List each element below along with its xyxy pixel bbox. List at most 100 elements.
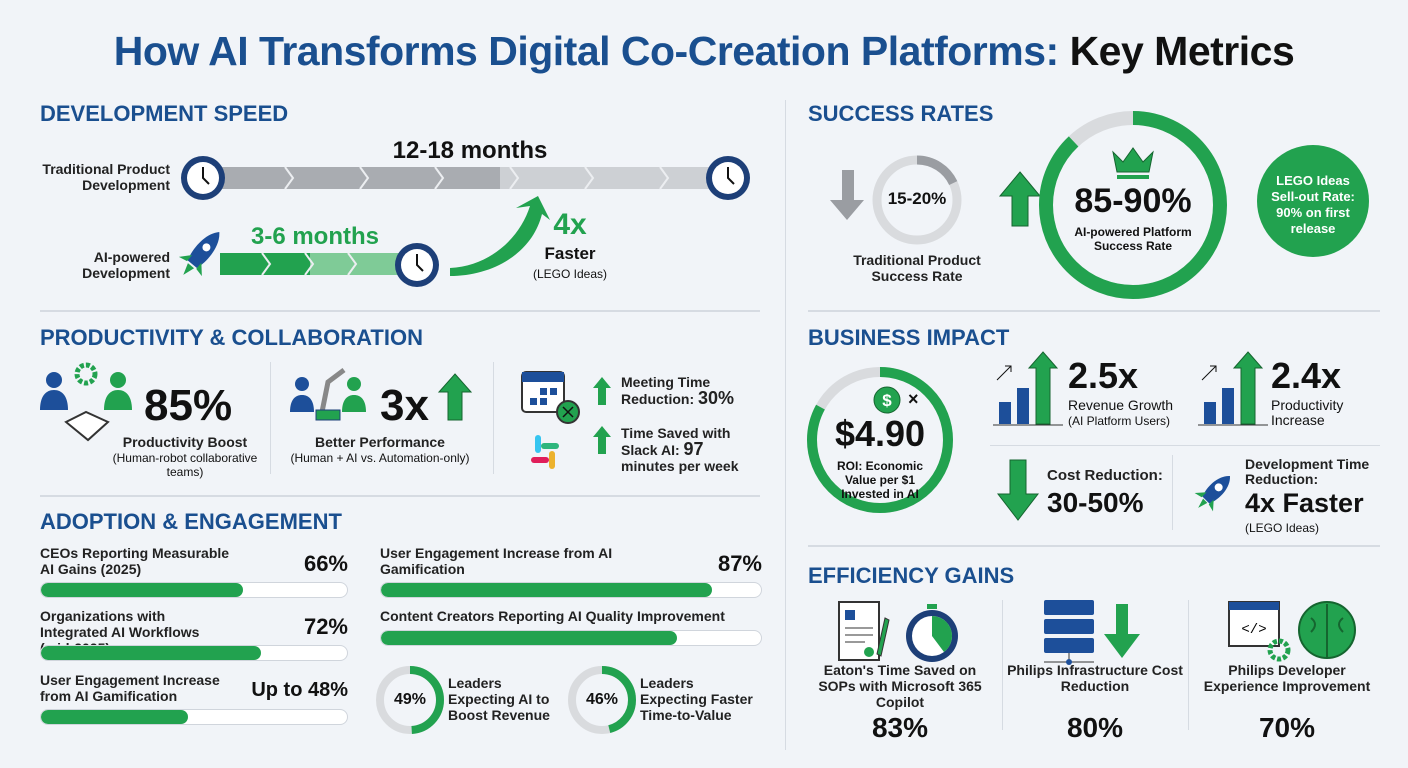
progress-bar xyxy=(40,709,348,725)
meeting-time-value: 30% xyxy=(698,388,735,408)
server-down-icon xyxy=(1044,600,1140,665)
code-window-icon: </> xyxy=(1228,601,1291,662)
bar-value: 66% xyxy=(303,551,348,576)
column-divider xyxy=(785,100,786,750)
slack-time-unit: minutes per week xyxy=(621,458,739,474)
team-handshake-icon xyxy=(40,362,132,442)
clock-icon xyxy=(706,156,750,200)
productivity-increase-label: Productivity Increase xyxy=(1271,397,1344,428)
progress-bar xyxy=(40,582,348,598)
divider xyxy=(808,310,1380,312)
speedup-source: (LEGO Ideas) xyxy=(532,267,608,281)
donut-value: 49% xyxy=(393,691,427,708)
traditional-ring xyxy=(872,155,962,245)
efficiency-value: 80% xyxy=(1066,712,1124,743)
slack-time-label: Time Saved with Slack AI: 97 minutes per… xyxy=(621,425,761,474)
traditional-bar xyxy=(220,166,710,190)
meeting-time-label: Meeting Time Reduction: 30% xyxy=(621,374,761,407)
donut-ring xyxy=(567,665,637,735)
up-arrow-icon xyxy=(593,426,611,454)
progress-fill xyxy=(41,583,243,597)
performance-label: Better Performance xyxy=(315,434,445,450)
roi-ring: $ xyxy=(807,367,953,513)
svg-text:$: $ xyxy=(882,391,892,410)
traditional-success-value: 15-20% xyxy=(887,189,947,208)
divider xyxy=(40,310,760,312)
slack-icon xyxy=(531,435,559,469)
donut-ring xyxy=(375,665,445,735)
calendar-icon xyxy=(521,371,580,424)
bar-value: Up to 48% xyxy=(251,679,348,701)
down-arrow-icon xyxy=(1104,604,1140,658)
speedup-label: Faster xyxy=(544,244,596,263)
calendar-slack-icons xyxy=(521,371,580,469)
section-heading-efficiency: EFFICIENCY GAINS xyxy=(808,563,1015,588)
roi-multiplier: × xyxy=(908,389,919,409)
server-icon xyxy=(1044,600,1094,665)
productivity-increase-value: 2.4x xyxy=(1271,355,1342,396)
brain-icon xyxy=(1298,601,1356,659)
speedup-value: 4x xyxy=(553,208,587,241)
dev-time-sub: (LEGO Ideas) xyxy=(1245,521,1320,535)
bar-value: 87% xyxy=(717,551,762,576)
bar-value: 72% xyxy=(303,614,348,639)
efficiency-value: 70% xyxy=(1258,712,1316,743)
progress-fill xyxy=(381,583,712,597)
bar-label: CEOs Reporting Measurable AI Gains (2025… xyxy=(40,545,230,577)
progress-bar xyxy=(40,645,348,661)
svg-text:</>: </> xyxy=(1241,622,1266,638)
timeline-graphic xyxy=(178,156,750,287)
revenue-growth-chart-icon xyxy=(993,351,1063,426)
section-heading-productivity: PRODUCTIVITY & COLLABORATION xyxy=(40,325,423,350)
progress-fill xyxy=(381,631,678,645)
up-arrow-icon xyxy=(437,373,473,421)
productivity-boost-value: 85% xyxy=(144,381,233,430)
curved-arrow-icon xyxy=(450,196,550,276)
roi-value: $4.90 xyxy=(834,413,926,454)
efficiency-value: 83% xyxy=(871,712,929,743)
up-arrow-icon xyxy=(593,377,611,405)
robot-arm-team-icon xyxy=(290,368,366,421)
clock-icon xyxy=(395,243,439,287)
lego-callout-bubble: LEGO Ideas Sell-out Rate: 90% on first r… xyxy=(1257,145,1369,257)
divider xyxy=(808,545,1380,547)
traditional-label: Traditional Product Development xyxy=(42,161,170,193)
section-heading-development-speed: DEVELOPMENT SPEED xyxy=(40,101,289,126)
divider xyxy=(40,495,760,497)
page-title: How AI Transforms Digital Co-Creation Pl… xyxy=(0,28,1408,75)
efficiency-label: Philips Developer Experience Improvement xyxy=(1203,662,1371,694)
slack-time-value: 97 xyxy=(683,439,704,459)
stopwatch-icon xyxy=(906,604,958,662)
progress-bar xyxy=(380,630,762,646)
efficiency-label: Philips Infrastructure Cost Reduction xyxy=(1007,662,1183,694)
slack-time-text: Time Saved with Slack AI: xyxy=(621,425,731,458)
dev-time-label: Development Time Reduction: xyxy=(1245,456,1370,487)
divider xyxy=(1002,600,1003,730)
up-arrow-icon xyxy=(998,171,1042,227)
productivity-boost-sub: (Human-robot collaborative teams) xyxy=(112,451,258,479)
donut-fill xyxy=(568,666,636,734)
ai-label: AI-powered Development xyxy=(82,249,170,281)
cost-reduction-value: 30-50% xyxy=(1047,487,1144,518)
section-heading-success-rates: SUCCESS RATES xyxy=(808,101,994,126)
cost-reduction-label: Cost Reduction: xyxy=(1047,467,1163,484)
donut-fill xyxy=(376,666,444,734)
crown-icon xyxy=(1112,147,1154,179)
divider xyxy=(270,362,271,474)
title-main: How AI Transforms Digital Co-Creation Pl… xyxy=(113,28,1059,74)
ai-duration: 3-6 months xyxy=(250,223,379,250)
down-arrow-icon xyxy=(996,459,1040,521)
revenue-growth-value: 2.5x xyxy=(1068,355,1139,396)
dollar-coin-icon: $ xyxy=(873,386,901,414)
bar-label: User Engagement Increase from AI Gamific… xyxy=(40,672,220,704)
bar-label: User Engagement Increase from AI Gamific… xyxy=(380,545,613,577)
clock-icon xyxy=(181,156,225,200)
bar-label: Content Creators Reporting AI Quality Im… xyxy=(380,608,725,624)
code-brain-icon: </> xyxy=(1228,601,1356,662)
document-stopwatch-icon xyxy=(838,601,958,662)
down-arrow-icon xyxy=(830,170,864,220)
rocket-icon xyxy=(1194,476,1230,512)
divider xyxy=(493,362,494,474)
section-heading-adoption: ADOPTION & ENGAGEMENT xyxy=(40,509,342,534)
section-heading-business-impact: BUSINESS IMPACT xyxy=(808,325,1010,350)
